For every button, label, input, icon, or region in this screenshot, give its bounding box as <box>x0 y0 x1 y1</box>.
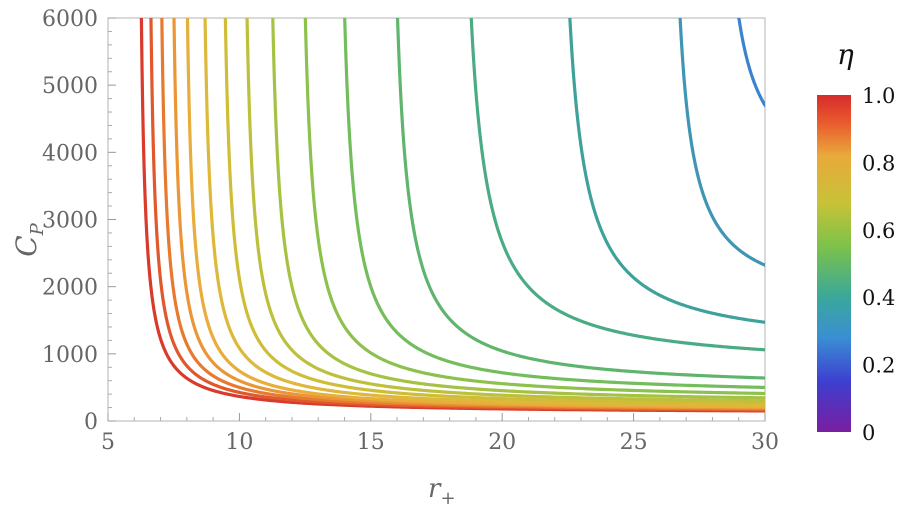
y-tick-label-4: 4000 <box>42 141 98 166</box>
y-axis-title-subscript: P <box>27 222 48 236</box>
y-tick-label-2: 2000 <box>42 276 98 301</box>
series-line-8 <box>271 18 765 400</box>
colorbar-tick-label-3: 0.6 <box>862 219 895 243</box>
series-line-3 <box>172 18 765 410</box>
x-tick-label-1: 10 <box>225 430 253 455</box>
series-line-9 <box>303 18 765 396</box>
colorbar-tick-label-4: 0.8 <box>862 151 895 175</box>
series-line-7 <box>245 18 765 403</box>
series-line-6 <box>223 18 765 405</box>
x-tick-label-2: 15 <box>357 430 385 455</box>
y-tick-label-3: 3000 <box>42 209 98 234</box>
ticks-layer: 5 10 15 20 25 30 0 1000 2000 3000 4000 5000 6000 <box>42 7 779 455</box>
x-tick-label-0: 5 <box>101 430 115 455</box>
colorbar-tick-label-2: 0.4 <box>862 286 895 310</box>
colorbar-title: η <box>837 38 854 71</box>
colorbar <box>817 95 851 432</box>
series-line-10 <box>343 18 765 390</box>
y-tick-label-6: 6000 <box>42 7 98 32</box>
x-tick-label-4: 25 <box>620 430 648 455</box>
colorbar-tick-label-5: 1.0 <box>862 84 895 108</box>
y-tick-label-0: 0 <box>84 410 98 435</box>
y-tick-label-1: 1000 <box>42 343 98 368</box>
series-line-11 <box>395 18 765 380</box>
y-axis-title: CP <box>10 222 48 256</box>
series-line-4 <box>185 18 765 409</box>
colorbar-tick-label-1: 0.2 <box>862 354 895 378</box>
series-layer <box>139 18 765 413</box>
x-tick-label-5: 30 <box>751 430 779 455</box>
x-axis-title-subscript: + <box>440 488 455 509</box>
series-line-15 <box>737 18 765 107</box>
x-tick-label-3: 20 <box>488 430 516 455</box>
y-tick-label-5: 5000 <box>42 74 98 99</box>
series-line-13 <box>568 18 765 324</box>
x-axis-title: r+ <box>428 474 456 509</box>
series-line-14 <box>678 18 765 267</box>
series-line-5 <box>203 18 765 407</box>
colorbar-tick-label-0: 0 <box>862 421 875 445</box>
series-line-12 <box>469 18 765 352</box>
colorbar-ticks: 0 0.2 0.4 0.6 0.8 1.0 <box>862 84 895 445</box>
